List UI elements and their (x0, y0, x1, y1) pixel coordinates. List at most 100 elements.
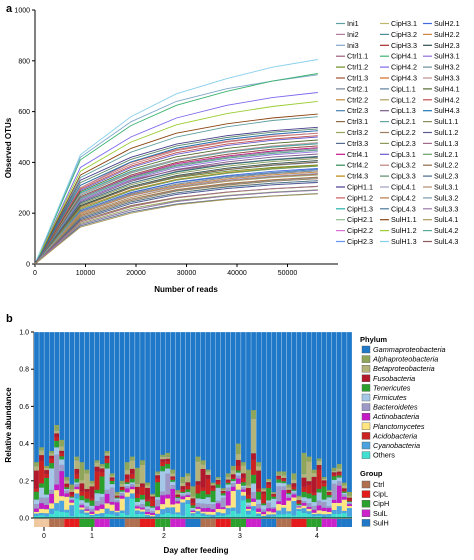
group-strip-cell (79, 519, 85, 527)
bar-segment-actinobacteria (49, 493, 55, 504)
bar-segment-cyanobacteria (311, 514, 317, 517)
bar-segment-planctomycetes (54, 490, 60, 504)
bar-segment-actinobacteria (190, 510, 196, 512)
bar-segment-planctomycetes (286, 500, 292, 512)
bar-segment-firmicutes (104, 468, 110, 490)
phylum-label: Firmicutes (373, 393, 407, 402)
group-label: Ctrl (373, 480, 385, 489)
bar-segment-cyanobacteria (220, 513, 226, 516)
bar-segment-alphaproteobacteria (200, 460, 206, 465)
bar-segment-bacteroidetes (261, 509, 267, 512)
bar-segment-planctomycetes (124, 492, 130, 497)
bar-segment-acidobacteria (220, 492, 226, 494)
bar-segment-others (140, 513, 146, 518)
bar-segment-cyanobacteria (195, 511, 201, 514)
group-strip-cell (261, 519, 267, 527)
bar-segment-bacteroidetes (59, 464, 65, 472)
bar-segment-fusobacteria (230, 474, 236, 478)
bar-segment-cyanobacteria (54, 503, 60, 511)
bar-segment-acidobacteria (195, 484, 201, 494)
bar-segment-fusobacteria (251, 453, 257, 460)
group-strip-cell (195, 519, 201, 527)
bar-segment-acidobacteria (59, 453, 65, 457)
bar-segment-alphaproteobacteria (54, 425, 60, 431)
bar-segment-firmicutes (79, 500, 85, 504)
x-tick-label: 10000 (76, 270, 96, 277)
bar-segment-cyanobacteria (44, 513, 50, 517)
bar-segment-firmicutes (114, 498, 120, 501)
bar-segment-alphaproteobacteria (34, 462, 40, 467)
bar-segment-planctomycetes (220, 509, 226, 514)
bar-segment-fusobacteria (89, 486, 95, 499)
bar-segment-others (59, 511, 65, 518)
legend-label: SulH3.2 (434, 63, 460, 72)
bar-segment-bacteroidetes (316, 500, 322, 506)
bar-segment-alphaproteobacteria (205, 469, 211, 472)
bar-segment-planctomycetes (129, 489, 135, 494)
bar-segment-others (69, 515, 75, 518)
group-strip-cell (235, 519, 241, 527)
bar-segment-betaproteobacteria (109, 476, 115, 478)
bar-segment-cyanobacteria (79, 509, 85, 514)
legend-label: Ctrl1.1 (347, 52, 368, 61)
bar-segment-planctomycetes (235, 483, 241, 490)
group-strip-cell (200, 519, 206, 527)
phylum-swatch (361, 413, 371, 421)
bar-segment-fusobacteria (291, 483, 297, 487)
bar-segment-planctomycetes (230, 490, 236, 508)
bar-segment-betaproteobacteria (124, 470, 130, 475)
bar-segment-betaproteobacteria (205, 471, 211, 475)
y-tick-label: 600 (18, 109, 30, 116)
phylum-label: Planctomycetes (373, 422, 425, 431)
bar-segment-planctomycetes (331, 502, 337, 510)
bar-segment-firmicutes (89, 505, 95, 509)
bar-segment-firmicutes (316, 492, 322, 501)
series-line-SulH1.3 (34, 59, 318, 265)
bar-segment-betaproteobacteria (346, 495, 352, 498)
bar-segment-tenericutes (119, 490, 125, 492)
bar-segment-cyanobacteria (200, 513, 206, 516)
bar-segment-firmicutes (129, 482, 135, 485)
bar-segment-alphaproteobacteria (286, 484, 292, 488)
bar-segment-fusobacteria (200, 468, 206, 488)
bar-segment-actinobacteria (140, 507, 146, 510)
bar-segment-alphaproteobacteria (150, 493, 156, 495)
bar-segment-actinobacteria (185, 495, 191, 498)
bar-segment-acidobacteria (225, 480, 231, 483)
bar-segment-alphaproteobacteria (215, 477, 221, 479)
bar-segment-cyanobacteria (99, 513, 105, 517)
bar-segment-actinobacteria (54, 484, 60, 491)
bar-segment-fusobacteria (220, 490, 226, 493)
bar-segment-actinobacteria (104, 493, 110, 504)
bar-segment-tenericutes (240, 482, 246, 486)
bar-segment-cyanobacteria (64, 509, 70, 513)
bar-segment-planctomycetes (180, 499, 186, 503)
bar-segment-cyanobacteria (150, 516, 156, 518)
bar-segment-firmicutes (185, 492, 191, 494)
bar-segment-acidobacteria (140, 486, 146, 495)
bar-segment-acidobacteria (150, 498, 156, 507)
bar-segment-firmicutes (301, 497, 307, 502)
bar-segment-bacteroidetes (311, 505, 317, 510)
bar-segment-acidobacteria (160, 461, 166, 467)
series-line-SulL1.2 (34, 182, 318, 265)
bar-segment-actinobacteria (240, 489, 246, 492)
group-strip-cell (165, 519, 171, 527)
bar-segment-bacteroidetes (251, 492, 257, 499)
bar-segment-fusobacteria (44, 470, 50, 474)
bar-segment-actinobacteria (215, 503, 221, 509)
bar-segment-betaproteobacteria (296, 497, 302, 501)
bar-segment-betaproteobacteria (246, 485, 252, 489)
bar-segment-actinobacteria (210, 509, 216, 512)
bar-segment-planctomycetes (74, 489, 80, 494)
legend-label: SulH4.3 (434, 106, 460, 115)
group-strip-cell (326, 519, 332, 527)
series-line-SulL2.3 (34, 155, 318, 265)
bar-segment-fusobacteria (140, 483, 146, 487)
bar-segment-fusobacteria (109, 477, 115, 480)
bar-segment-others (251, 510, 257, 518)
group-strip-cell (271, 519, 277, 527)
bar-segment-actinobacteria (200, 508, 206, 512)
bar-segment-planctomycetes (64, 496, 70, 510)
bar-segment-firmicutes (291, 490, 297, 493)
